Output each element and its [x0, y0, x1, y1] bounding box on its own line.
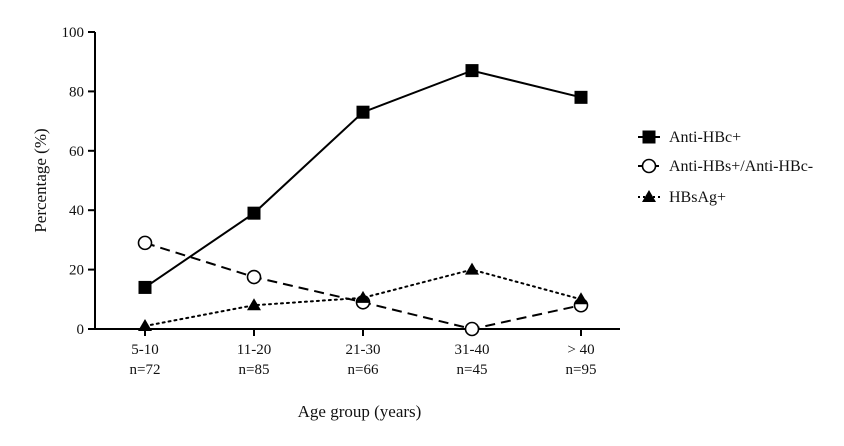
data-point [138, 280, 152, 294]
y-ticks: 0 20 40 60 80 100 [62, 25, 95, 338]
x-tick-label: > 40 [567, 342, 594, 358]
data-point [574, 90, 588, 104]
x-tick-label: 5-10 [131, 342, 159, 358]
data-point [356, 290, 370, 303]
legend-label: HBsAg+ [669, 189, 726, 206]
legend-marker [642, 130, 656, 144]
y-tick-label: 60 [69, 144, 84, 160]
series-anti-hbc [138, 64, 588, 294]
legend: Anti-HBc+ Anti-HBs+/Anti-HBc- HBsAg+ [638, 129, 813, 206]
data-point [356, 105, 370, 119]
x-tick-label: 11-20 [237, 342, 271, 358]
legend-label: Anti-HBs+/Anti-HBc- [669, 158, 813, 175]
x-tick-sample-size: n=95 [566, 362, 597, 378]
data-point [464, 321, 480, 337]
x-tick-sample-size: n=72 [130, 362, 161, 378]
data-point [574, 292, 588, 305]
data-point [465, 64, 479, 78]
x-ticks: 5-10 n=72 11-20 n=85 21-30 n=66 31-40 n=45 > 40 n… [130, 329, 597, 378]
x-tick-label: 31-40 [455, 342, 490, 358]
data-point [246, 269, 262, 285]
legend-label: Anti-HBc+ [669, 129, 741, 146]
series-line [144, 69, 582, 289]
legend-marker [641, 158, 657, 174]
y-axis-label: Percentage (%) [31, 128, 50, 232]
y-tick-label: 80 [69, 84, 84, 100]
series-line [144, 268, 582, 328]
legend-item: Anti-HBs+/Anti-HBc- [638, 158, 813, 175]
data-point [138, 319, 152, 332]
series-anti-hbs-anti-hbc [137, 235, 589, 337]
data-point [465, 262, 479, 275]
legend-marker [642, 190, 656, 202]
y-tick-label: 40 [69, 203, 84, 219]
x-tick-sample-size: n=85 [239, 362, 270, 378]
series-layer [137, 64, 589, 337]
x-tick-label: 21-30 [346, 342, 381, 358]
y-tick-label: 20 [69, 263, 84, 279]
legend-item: Anti-HBc+ [638, 129, 741, 146]
series-hbsag [138, 262, 588, 332]
data-point [247, 206, 261, 220]
series-line [144, 241, 582, 331]
x-tick-sample-size: n=45 [457, 362, 488, 378]
x-axis-label: Age group (years) [298, 402, 422, 421]
x-tick-sample-size: n=66 [348, 362, 379, 378]
legend-item: HBsAg+ [638, 189, 726, 206]
axes: 0 20 40 60 80 100 5-10 n=72 11-20 n=85 21-30 n=66 3… [31, 25, 620, 421]
data-point [247, 298, 261, 311]
y-tick-label: 0 [77, 322, 85, 338]
y-tick-label: 100 [62, 25, 85, 41]
data-point [137, 235, 153, 251]
